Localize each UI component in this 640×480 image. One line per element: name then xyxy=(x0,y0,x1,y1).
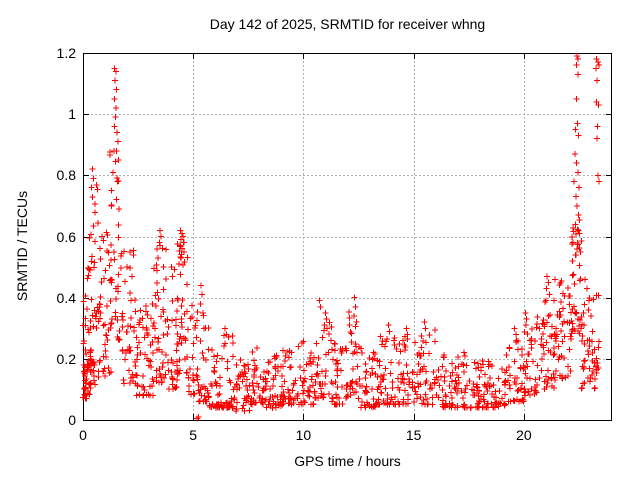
y-tick-label: 1 xyxy=(68,106,76,123)
chart-title: Day 142 of 2025, SRMTID for receiver whn… xyxy=(209,16,486,32)
x-tick-label: 10 xyxy=(295,427,312,443)
x-tick-label: 15 xyxy=(405,427,422,443)
x-axis-label: GPS time / hours xyxy=(294,453,401,469)
y-tick-label: 0 xyxy=(68,412,76,428)
grid-lines xyxy=(83,53,612,420)
x-tick-label: 0 xyxy=(79,427,87,443)
y-tick-label: 1.2 xyxy=(56,45,76,61)
scatter-points xyxy=(80,53,602,422)
y-tick-label: 0.6 xyxy=(56,228,76,245)
y-tick-label: 0.8 xyxy=(56,167,76,184)
plot-border xyxy=(83,53,612,421)
y-tick-label: 0.4 xyxy=(56,289,76,306)
y-tick-label: 0.2 xyxy=(56,350,76,367)
x-tick-label: 20 xyxy=(516,427,532,443)
x-tick-label: 5 xyxy=(189,427,198,443)
